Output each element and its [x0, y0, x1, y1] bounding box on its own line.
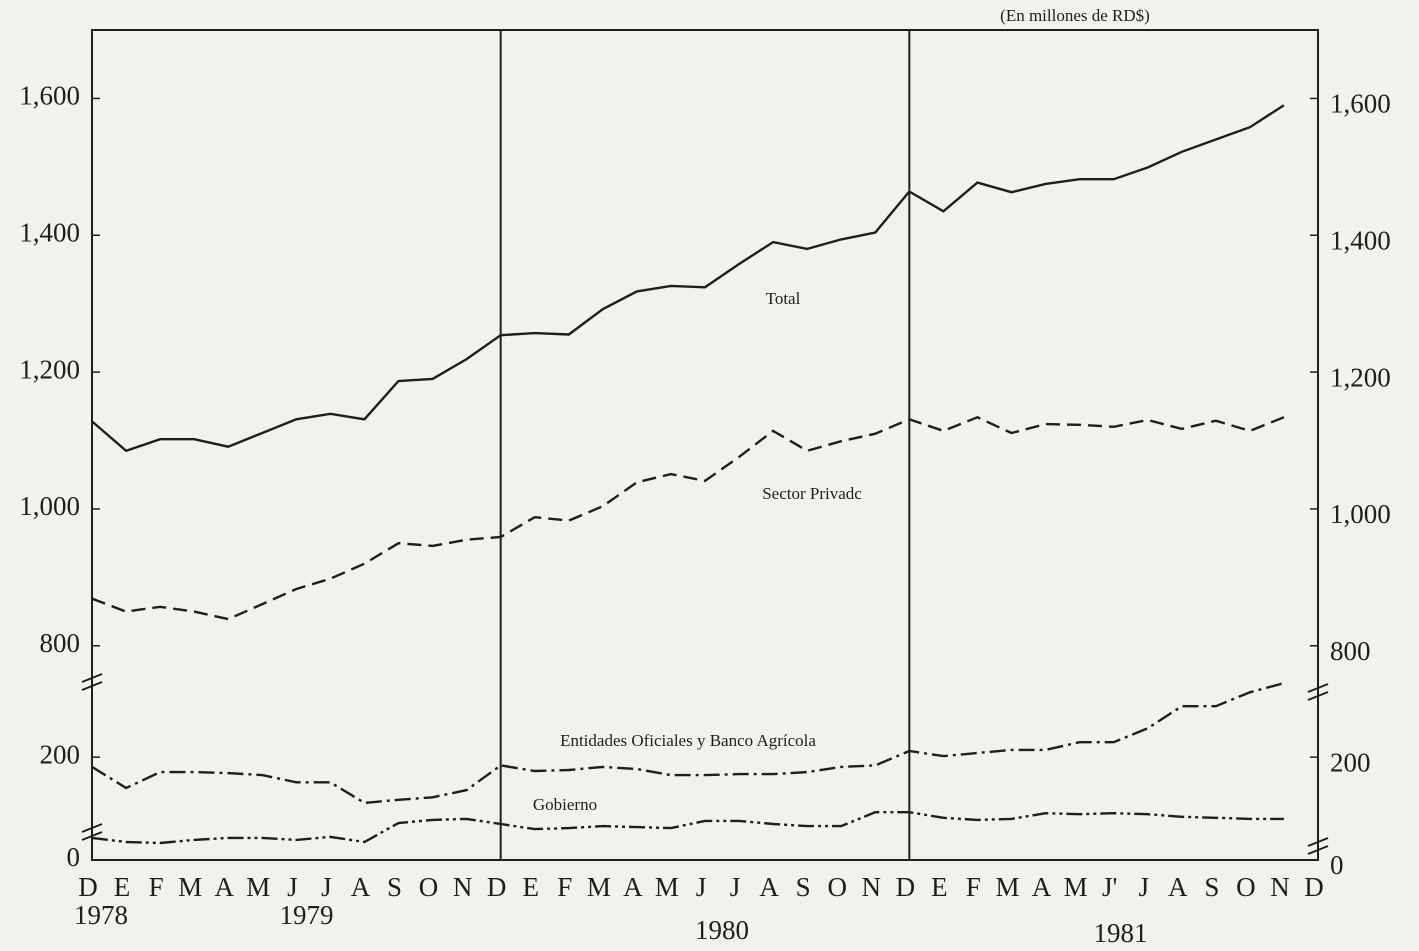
x-tick-label: E — [931, 872, 948, 902]
series-label: Entidades Oficiales y Banco Agrícola — [560, 731, 816, 750]
x-tick-label: J — [321, 872, 332, 902]
x-tick-label: D — [487, 872, 507, 902]
series-line — [91, 811, 1284, 845]
y-tick-label-left: 800 — [40, 628, 81, 658]
x-tick-label: D — [78, 872, 98, 902]
x-tick-label: A — [1032, 872, 1052, 902]
x-tick-label: O — [827, 872, 847, 902]
x-tick-label: M — [246, 872, 270, 902]
y-tick-label-right: 1,400 — [1330, 225, 1391, 255]
x-tick-label: A — [214, 872, 234, 902]
x-tick-label: M — [587, 872, 611, 902]
y-tick-label-right: 1,000 — [1330, 499, 1391, 529]
x-tick-label: S — [796, 872, 811, 902]
x-tick-label: M — [1064, 872, 1088, 902]
x-tick-label: N — [862, 872, 882, 902]
x-tick-label: A — [623, 872, 643, 902]
series-label: Total — [766, 289, 801, 308]
y-tick-label-right: 0 — [1330, 850, 1344, 880]
series-line — [91, 104, 1285, 453]
y-tick-label-left: 1,400 — [19, 217, 80, 247]
plot-frame — [91, 29, 1319, 861]
year-label: 1981 — [1093, 918, 1147, 948]
x-tick-label: J — [696, 872, 707, 902]
x-tick-label: J' — [1102, 872, 1117, 902]
axis-breaks — [81, 673, 1329, 855]
x-tick-label: F — [966, 872, 981, 902]
y-tick-label-left: 1,000 — [19, 491, 80, 521]
x-tick-label: A — [351, 872, 371, 902]
x-tick-label: N — [453, 872, 473, 902]
y-tick-label-right: 1,600 — [1330, 89, 1391, 119]
series-line — [91, 681, 1285, 805]
series-label: Sector Privadc — [762, 484, 862, 503]
y-tick-label-left: 1,200 — [19, 354, 80, 384]
x-tick-label: N — [1270, 872, 1290, 902]
x-tick-label: O — [419, 872, 439, 902]
x-tick-label: F — [557, 872, 572, 902]
x-tick-label: J — [730, 872, 741, 902]
x-tick-label: S — [387, 872, 402, 902]
y-tick-label-left: 0 — [67, 842, 81, 872]
x-tick-label: J — [287, 872, 298, 902]
y-tick-label-right: 200 — [1330, 747, 1371, 777]
unit-note: (En millones de RD$) — [1000, 6, 1150, 25]
x-tick-label: M — [655, 872, 679, 902]
series-line — [91, 415, 1285, 621]
x-tick-label: M — [178, 872, 202, 902]
x-tick-label: D — [896, 872, 916, 902]
year-label: 1978 — [74, 900, 128, 930]
x-tick-label: D — [1304, 872, 1324, 902]
x-tick-label: M — [995, 872, 1019, 902]
x-tick-label: E — [522, 872, 539, 902]
x-tick-label: A — [759, 872, 779, 902]
x-tick-label: J — [1138, 872, 1149, 902]
x-tick-label: E — [114, 872, 131, 902]
year-label: 1979 — [280, 900, 334, 930]
x-tick-label: F — [149, 872, 164, 902]
y-tick-label-right: 1,200 — [1330, 362, 1391, 392]
x-tick-label: A — [1168, 872, 1188, 902]
x-tick-label: S — [1204, 872, 1219, 902]
series-label: Gobierno — [533, 795, 597, 814]
y-tick-label-left: 200 — [40, 739, 81, 769]
year-label: 1980 — [695, 915, 749, 945]
y-tick-label-right: 800 — [1330, 636, 1371, 666]
x-tick-label: O — [1236, 872, 1256, 902]
y-tick-label-left: 1,600 — [19, 81, 80, 111]
